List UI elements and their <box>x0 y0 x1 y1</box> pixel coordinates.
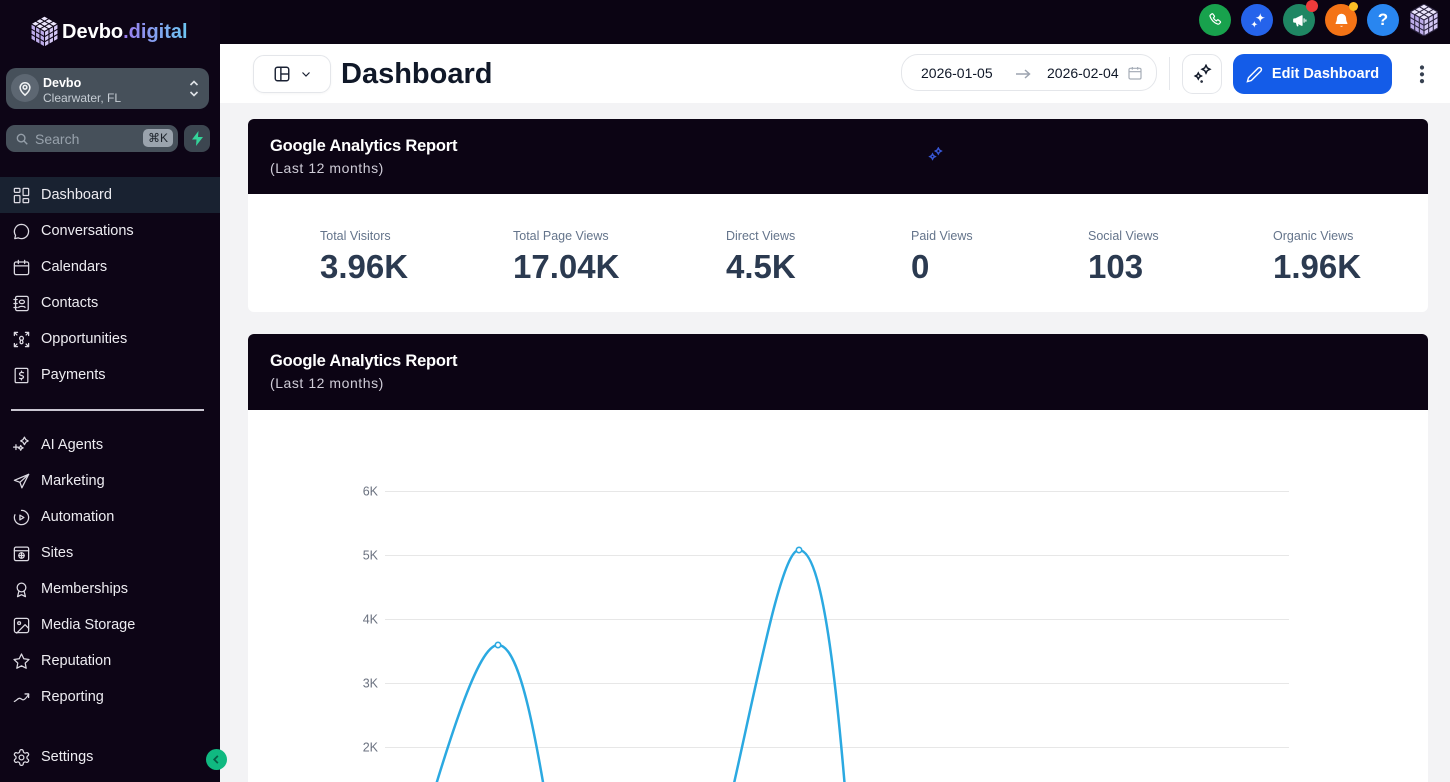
svg-text:5K: 5K <box>363 549 379 563</box>
svg-text:6K: 6K <box>363 485 379 499</box>
svg-text:3K: 3K <box>363 677 379 691</box>
svg-text:4K: 4K <box>363 613 379 627</box>
svg-text:2K: 2K <box>363 741 379 755</box>
